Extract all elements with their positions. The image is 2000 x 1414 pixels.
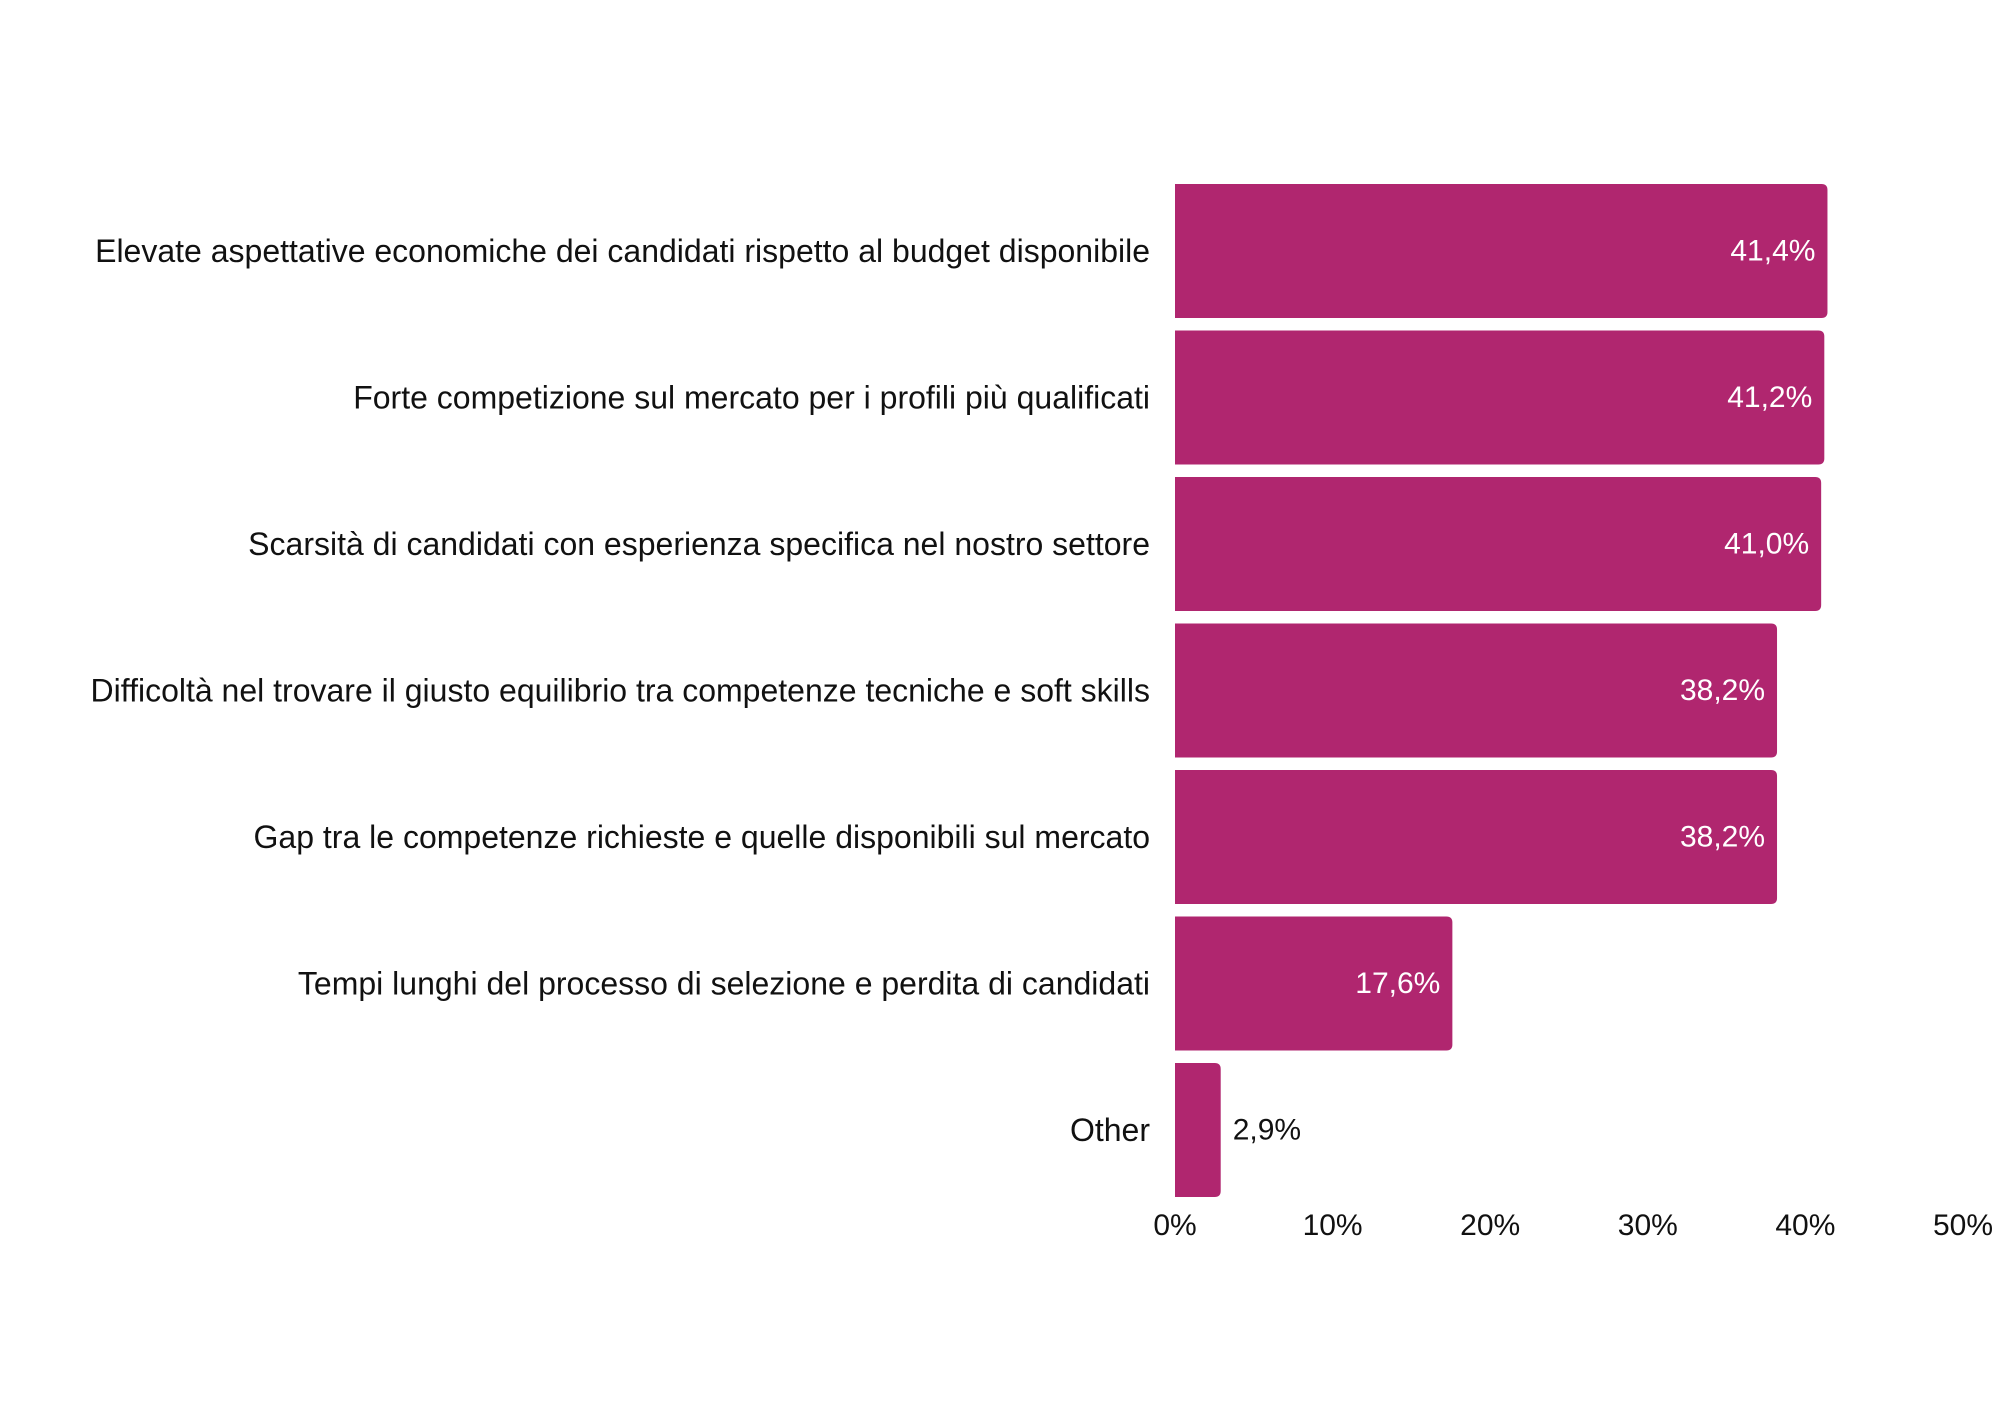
x-axis-ticks: 0% 10% 20% 30% 40% 50%	[1153, 1209, 1993, 1242]
value-label: 41,0%	[1724, 528, 1809, 561]
value-label: 38,2%	[1680, 821, 1765, 854]
value-label: 41,2%	[1727, 381, 1812, 414]
bars-layer	[1175, 184, 1828, 1197]
bar	[1175, 330, 1825, 465]
bar	[1175, 477, 1822, 611]
value-label: 41,4%	[1730, 235, 1815, 268]
category-label: Gap tra le competenze richieste e quelle…	[254, 819, 1150, 855]
category-label: Tempi lunghi del processo di selezione e…	[298, 966, 1150, 1002]
category-label: Other	[1070, 1112, 1150, 1148]
bar	[1175, 770, 1778, 904]
category-label: Scarsità di candidati con esperienza spe…	[248, 526, 1150, 562]
value-label: 17,6%	[1355, 967, 1440, 1000]
x-tick-label: 20%	[1460, 1209, 1520, 1242]
value-label: 38,2%	[1680, 674, 1765, 707]
x-tick-label: 40%	[1775, 1209, 1835, 1242]
x-tick-label: 50%	[1933, 1209, 1993, 1242]
category-label: Elevate aspettative economiche dei candi…	[95, 233, 1150, 269]
value-labels: 41,4% 41,2% 41,0% 38,2% 38,2% 17,6% 2,9%	[1233, 235, 1816, 1147]
bar	[1175, 916, 1453, 1051]
bar	[1175, 623, 1778, 758]
bar	[1175, 1063, 1221, 1197]
x-tick-label: 30%	[1618, 1209, 1678, 1242]
category-label: Difficoltà nel trovare il giusto equilib…	[91, 673, 1150, 709]
bar	[1175, 184, 1828, 318]
x-tick-label: 10%	[1303, 1209, 1363, 1242]
value-label: 2,9%	[1233, 1114, 1301, 1147]
category-label: Forte competizione sul mercato per i pro…	[353, 380, 1150, 416]
x-tick-label: 0%	[1153, 1209, 1196, 1242]
category-labels: Elevate aspettative economiche dei candi…	[91, 233, 1151, 1148]
